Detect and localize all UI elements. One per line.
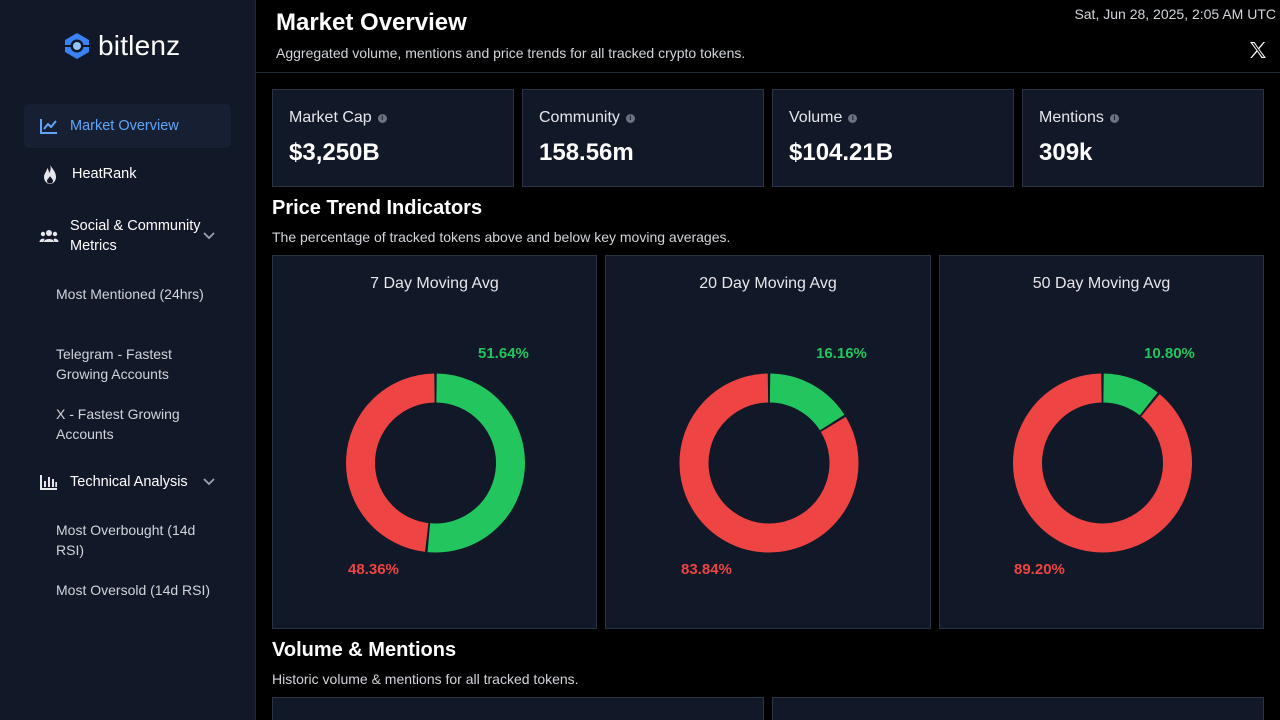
percent-below-label: 48.36% (348, 561, 399, 578)
stat-label: Mentions (1039, 109, 1104, 126)
donut-card-20d: 20 Day Moving Avg 16.16% 83.84% (605, 255, 931, 629)
percent-above-label: 51.64% (478, 345, 529, 362)
mentions-chart-card (772, 697, 1264, 720)
percent-above-label: 10.80% (1144, 345, 1195, 362)
info-icon[interactable]: i (625, 113, 635, 123)
sidebar-subitem-most-oversold[interactable]: Most Oversold (14d RSI) (56, 582, 211, 598)
section-title-volume-mentions: Volume & Mentions (272, 639, 457, 661)
donut-slice-below[interactable] (679, 373, 859, 553)
sidebar-subitem-x-growing[interactable]: X - Fastest Growing Accounts (56, 406, 180, 442)
stat-value: $3,250B (289, 139, 380, 166)
volume-chart-card (272, 697, 764, 720)
percent-below-label: 89.20% (1014, 561, 1065, 578)
donut-chart (346, 373, 525, 553)
chevron-down-icon[interactable] (203, 227, 215, 245)
bar-chart-icon (38, 471, 60, 493)
stat-value: 158.56m (539, 139, 634, 166)
sidebar-item-label: HeatRank (72, 166, 137, 182)
info-icon[interactable]: i (848, 113, 858, 123)
stat-label: Volume (789, 109, 843, 126)
sidebar-item-heatrank[interactable]: HeatRank (24, 152, 231, 196)
donut-chart (679, 373, 859, 553)
chevron-down-icon[interactable] (203, 473, 215, 491)
fire-icon (39, 163, 61, 185)
bitlenz-logo-icon (65, 33, 89, 59)
stat-card-volume: Volume i $104.21B (772, 89, 1014, 187)
section-subtitle-price-trend: The percentage of tracked tokens above a… (272, 229, 731, 245)
sidebar-item-social-community[interactable]: Social & Community Metrics (24, 214, 231, 258)
stat-card-mentions: Mentions i 309k (1022, 89, 1264, 187)
stat-card-market-cap: Market Cap i $3,250B (272, 89, 514, 187)
chart-title: 7 Day Moving Avg (370, 275, 499, 292)
page-subtitle: Aggregated volume, mentions and price tr… (276, 45, 746, 61)
stat-label: Market Cap (289, 109, 372, 126)
page-header: Market Overview Aggregated volume, menti… (256, 0, 1280, 73)
percent-below-label: 83.84% (681, 561, 732, 578)
sidebar-item-technical-analysis[interactable]: Technical Analysis (24, 460, 231, 504)
page-title: Market Overview (276, 9, 467, 36)
donut-card-7d: 7 Day Moving Avg 51.64% 48.36% (272, 255, 597, 629)
donut-card-50d: 50 Day Moving Avg 10.80% 89.20% (939, 255, 1264, 629)
donut-slice-above[interactable] (427, 373, 525, 553)
app-name: bitlenz (98, 30, 181, 61)
users-icon (38, 225, 60, 247)
sidebar-subitem-most-overbought[interactable]: Most Overbought (14d RSI) (56, 522, 196, 558)
stat-value: $104.21B (789, 139, 894, 166)
x-social-icon[interactable] (1248, 40, 1268, 60)
datetime-display: Sat, Jun 28, 2025, 2:05 AM UTC (1074, 6, 1276, 22)
section-title-price-trend: Price Trend Indicators (272, 197, 483, 219)
donut-slice-below[interactable] (1013, 373, 1192, 553)
stat-value: 309k (1039, 139, 1093, 166)
donut-slice-below[interactable] (346, 373, 436, 552)
info-icon[interactable]: i (1109, 113, 1119, 123)
sidebar-item-label: Technical Analysis (70, 474, 188, 490)
sidebar-item-label: Market Overview (70, 118, 179, 134)
app-logo[interactable]: bitlenz (62, 30, 180, 62)
donut-chart (1013, 373, 1192, 553)
sidebar-subitem-most-mentioned[interactable]: Most Mentioned (24hrs) (56, 286, 204, 302)
chart-title: 20 Day Moving Avg (699, 275, 837, 292)
donut-slice-above[interactable] (769, 373, 845, 431)
info-icon[interactable]: i (377, 113, 387, 123)
chart-line-icon (38, 115, 60, 137)
stat-label: Community (539, 109, 620, 126)
stat-card-community: Community i 158.56m (522, 89, 764, 187)
chart-title: 50 Day Moving Avg (1032, 275, 1171, 292)
section-subtitle-volume-mentions: Historic volume & mentions for all track… (272, 671, 579, 687)
sidebar: bitlenz Market Overview HeatRank Social … (0, 0, 256, 720)
sidebar-item-label: Social & Community Metrics (70, 218, 201, 254)
sidebar-subitem-telegram-growing[interactable]: Telegram - Fastest Growing Accounts (56, 346, 172, 382)
sidebar-item-market-overview[interactable]: Market Overview (24, 104, 231, 148)
percent-above-label: 16.16% (816, 345, 867, 362)
donut-slice-above[interactable] (1102, 373, 1158, 416)
